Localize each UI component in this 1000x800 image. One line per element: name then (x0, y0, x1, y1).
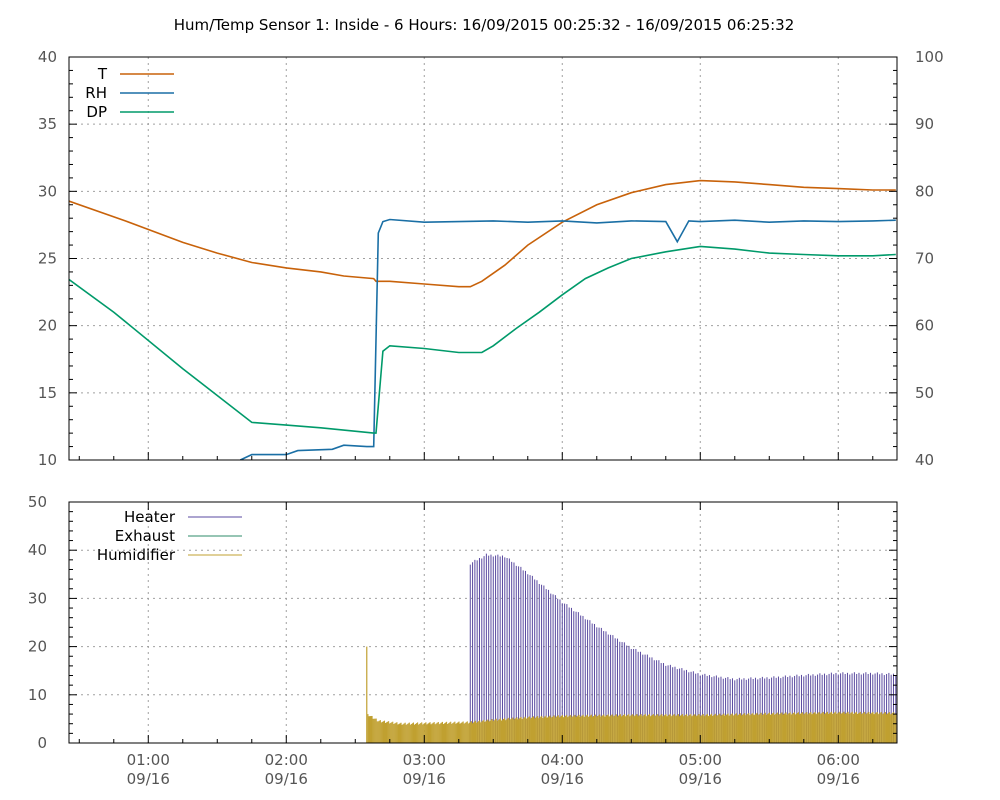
series-line-t (69, 179, 896, 288)
top-plot-frame (68, 56, 898, 461)
top-plot-grid (69, 57, 897, 460)
y-left-tick-label: 40 (38, 48, 57, 66)
y-right-tick-label: 80 (915, 182, 934, 200)
bottom-plot-frame (68, 501, 898, 744)
bottom-plot-bars (366, 553, 897, 743)
y-right-tick-label: 70 (915, 250, 934, 268)
x-tick-date-label: 09/16 (127, 770, 170, 788)
bottom-y-tick-label: 50 (28, 493, 47, 511)
y-right-tick-label: 90 (915, 115, 934, 133)
x-tick-time-label: 03:00 (403, 751, 446, 769)
legend-label-t: T (97, 65, 108, 83)
top-plot-border (68, 56, 898, 461)
y-right-tick-label: 50 (915, 384, 934, 402)
x-tick-time-label: 01:00 (127, 751, 170, 769)
bottom-plot-tick-labels: 0102030405001:0009/1602:0009/1603:0009/1… (28, 493, 860, 788)
legend-label-heater: Heater (124, 508, 176, 526)
x-tick-date-label: 09/16 (541, 770, 584, 788)
y-left-tick-label: 25 (38, 250, 57, 268)
bottom-plot-border (68, 501, 898, 744)
legend-label-exhaust: Exhaust (115, 527, 175, 545)
y-right-tick-label: 40 (915, 451, 934, 469)
x-tick-time-label: 04:00 (541, 751, 584, 769)
y-left-tick-label: 35 (38, 115, 57, 133)
y-right-tick-label: 60 (915, 317, 934, 335)
top-plot-tick-labels: 10 15 20 25 30 35 40 40 50 60 70 80 90 100 (38, 48, 944, 469)
y-right-tick-label: 100 (915, 48, 944, 66)
legend-label-dp: DP (86, 103, 107, 121)
x-tick-time-label: 02:00 (265, 751, 308, 769)
bottom-y-tick-label: 10 (28, 686, 47, 704)
x-tick-date-label: 09/16 (403, 770, 446, 788)
x-tick-date-label: 09/16 (265, 770, 308, 788)
top-plot-lines (69, 179, 896, 460)
x-tick-time-label: 06:00 (817, 751, 860, 769)
bottom-y-tick-label: 40 (28, 541, 47, 559)
y-left-tick-label: 30 (38, 182, 57, 200)
series-line-dp (69, 245, 896, 434)
bottom-y-tick-label: 0 (37, 734, 47, 752)
x-tick-date-label: 09/16 (817, 770, 860, 788)
bottom-y-tick-label: 20 (28, 638, 47, 656)
bottom-plot-grid (69, 502, 897, 743)
x-tick-date-label: 09/16 (679, 770, 722, 788)
y-left-tick-label: 10 (38, 451, 57, 469)
y-left-tick-label: 15 (38, 384, 57, 402)
legend-label-humidifier: Humidifier (97, 546, 176, 564)
y-left-tick-label: 20 (38, 317, 57, 335)
legend-label-rh: RH (85, 84, 107, 102)
bottom-y-tick-label: 30 (28, 589, 47, 607)
chart-title: Hum/Temp Sensor 1: Inside - 6 Hours: 16/… (173, 16, 795, 34)
x-tick-time-label: 05:00 (679, 751, 722, 769)
series-line-rh (239, 218, 896, 460)
